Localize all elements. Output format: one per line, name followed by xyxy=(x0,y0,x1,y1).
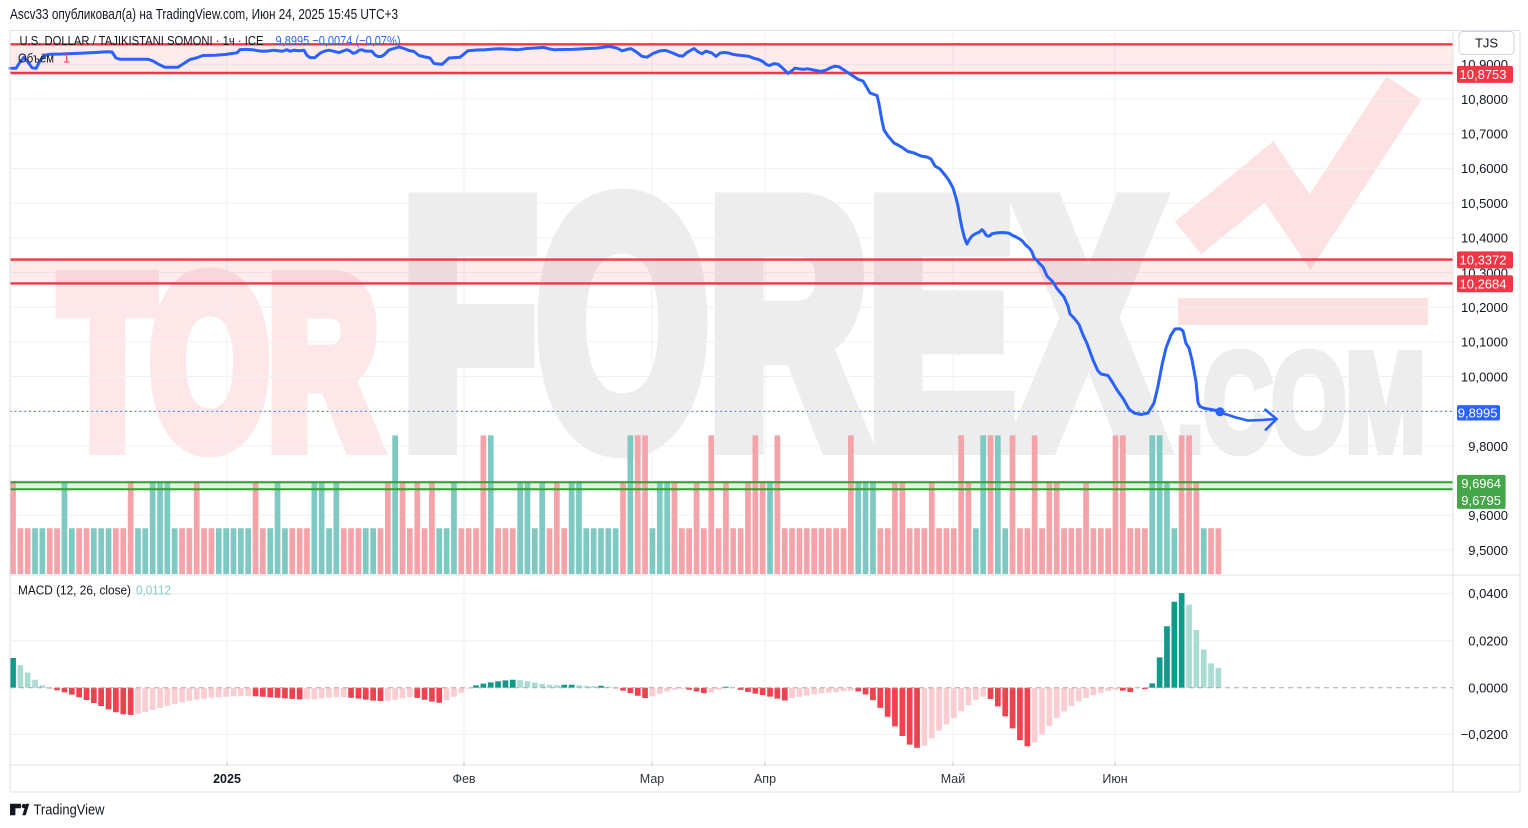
svg-text:9,6964: 9,6964 xyxy=(1461,476,1501,491)
svg-text:10,3372: 10,3372 xyxy=(1460,253,1507,268)
svg-text:Июн: Июн xyxy=(1102,772,1127,786)
svg-text:9,8000: 9,8000 xyxy=(1468,439,1508,454)
svg-text:9,8995 −0,0074 (−0,07%): 9,8995 −0,0074 (−0,07%) xyxy=(276,33,401,48)
svg-text:10,7000: 10,7000 xyxy=(1461,127,1508,142)
svg-text:TradingView: TradingView xyxy=(34,803,105,819)
svg-text:10,5000: 10,5000 xyxy=(1461,196,1508,211)
svg-text:Фев: Фев xyxy=(452,772,475,786)
svg-text:10,6000: 10,6000 xyxy=(1461,161,1508,176)
svg-text:TJS: TJS xyxy=(1475,36,1498,51)
svg-text:Май: Май xyxy=(941,772,966,786)
svg-text:−0,0200: −0,0200 xyxy=(1461,727,1508,742)
svg-text:Апр: Апр xyxy=(754,772,776,786)
svg-text:Объём: Объём xyxy=(18,52,54,66)
svg-text:0,0400: 0,0400 xyxy=(1468,586,1508,601)
svg-text:10,1000: 10,1000 xyxy=(1461,335,1508,350)
svg-text:Мар: Мар xyxy=(640,772,665,786)
svg-text:9,6000: 9,6000 xyxy=(1468,508,1508,523)
svg-text:0,0000: 0,0000 xyxy=(1468,681,1508,696)
svg-text:1: 1 xyxy=(63,52,70,66)
svg-text:2025: 2025 xyxy=(213,772,241,786)
svg-text:10,8000: 10,8000 xyxy=(1461,92,1508,107)
svg-text:10,2684: 10,2684 xyxy=(1460,276,1507,291)
svg-text:0,0112: 0,0112 xyxy=(136,584,171,598)
svg-text:.COM: .COM xyxy=(1177,326,1425,480)
svg-text:Ascv33 опубликовал(а) на Tradi: Ascv33 опубликовал(а) на TradingView.com… xyxy=(10,6,398,23)
svg-text:FOREX: FOREX xyxy=(402,131,1163,515)
svg-text:9,8995: 9,8995 xyxy=(1458,405,1498,420)
svg-text:10,0000: 10,0000 xyxy=(1461,369,1508,384)
svg-text:10,4000: 10,4000 xyxy=(1461,231,1508,246)
svg-text:9,5000: 9,5000 xyxy=(1468,543,1508,558)
svg-text:0,0200: 0,0200 xyxy=(1468,634,1508,649)
svg-text:MACD (12, 26, close): MACD (12, 26, close) xyxy=(18,584,131,598)
svg-text:9,6795: 9,6795 xyxy=(1461,493,1501,508)
svg-text:10,2000: 10,2000 xyxy=(1461,300,1508,315)
svg-text:TOR: TOR xyxy=(61,230,378,495)
svg-text:U.S. DOLLAR / TAJIKISTANI SOMO: U.S. DOLLAR / TAJIKISTANI SOMONI · 1ч · … xyxy=(20,33,264,48)
svg-text:10,8753: 10,8753 xyxy=(1460,67,1507,82)
